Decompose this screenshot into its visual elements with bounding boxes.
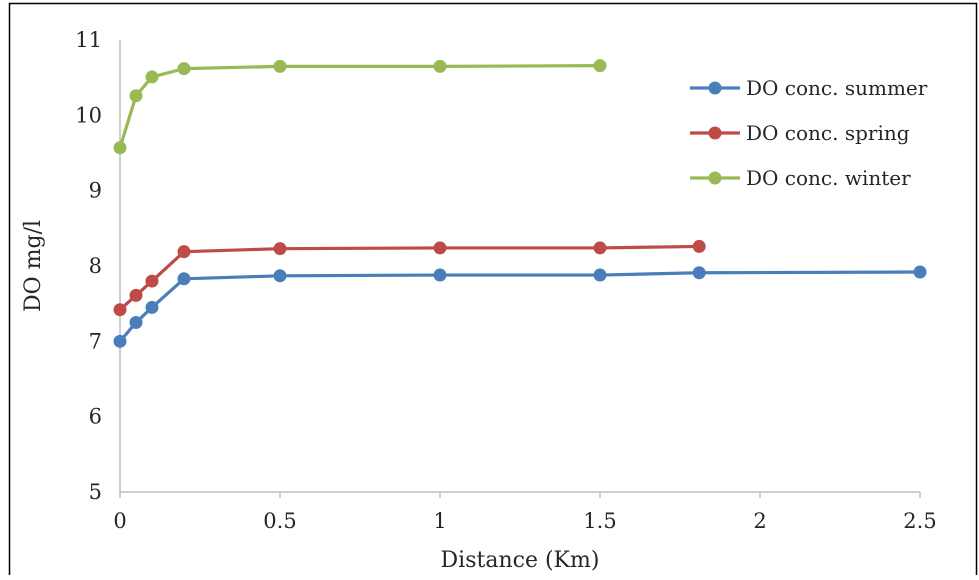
data-point bbox=[129, 288, 143, 302]
legend-item: DO conc. winter bbox=[690, 166, 911, 190]
data-point bbox=[273, 59, 287, 73]
data-point bbox=[113, 334, 127, 348]
series-layer bbox=[113, 59, 927, 348]
y-tick-label: 9 bbox=[89, 179, 102, 203]
series-group bbox=[113, 239, 706, 317]
data-point bbox=[433, 59, 447, 73]
data-point bbox=[433, 268, 447, 282]
data-point bbox=[593, 59, 607, 73]
y-axis-ticks: 5 6 7 8 9 10 11 bbox=[75, 28, 102, 504]
legend-label: DO conc. summer bbox=[746, 76, 928, 100]
legend-label: DO conc. winter bbox=[746, 166, 911, 190]
y-tick-label: 6 bbox=[89, 405, 102, 429]
legend-item: DO conc. spring bbox=[690, 121, 910, 145]
data-point bbox=[692, 266, 706, 280]
y-tick-label: 10 bbox=[75, 103, 102, 127]
data-point bbox=[913, 265, 927, 279]
data-point bbox=[129, 89, 143, 103]
data-point bbox=[593, 241, 607, 255]
data-point bbox=[177, 62, 191, 76]
series-group bbox=[113, 265, 927, 348]
x-axis-ticks: 0 0.5 1 1.5 2 2.5 bbox=[113, 492, 937, 533]
data-point bbox=[433, 241, 447, 255]
y-tick-label: 5 bbox=[89, 480, 102, 504]
x-tick-label: 0 bbox=[113, 509, 126, 533]
x-tick-label: 0.5 bbox=[263, 509, 296, 533]
x-tick-label: 1.5 bbox=[583, 509, 616, 533]
data-point bbox=[273, 269, 287, 283]
legend-marker bbox=[708, 126, 722, 140]
data-point bbox=[177, 272, 191, 286]
data-point bbox=[593, 268, 607, 282]
y-tick-label: 11 bbox=[75, 28, 102, 52]
y-tick-label: 8 bbox=[89, 254, 102, 278]
y-axis-title: DO mg/l bbox=[21, 220, 46, 312]
legend: DO conc. summer DO conc. spring DO conc. w… bbox=[690, 76, 928, 190]
x-tick-label: 2.5 bbox=[903, 509, 936, 533]
legend-marker bbox=[708, 171, 722, 185]
series-group bbox=[113, 59, 607, 155]
x-tick-label: 2 bbox=[753, 509, 766, 533]
data-point bbox=[273, 242, 287, 256]
x-axis-title: Distance (Km) bbox=[441, 548, 600, 573]
data-point bbox=[113, 303, 127, 317]
data-point bbox=[145, 70, 159, 84]
data-point bbox=[145, 274, 159, 288]
legend-item: DO conc. summer bbox=[690, 76, 928, 100]
data-point bbox=[692, 239, 706, 253]
data-point bbox=[129, 316, 143, 329]
legend-label: DO conc. spring bbox=[746, 121, 910, 145]
y-tick-label: 7 bbox=[89, 329, 102, 353]
data-point bbox=[113, 141, 127, 155]
x-tick-label: 1 bbox=[433, 509, 446, 533]
data-point bbox=[177, 245, 191, 259]
data-point bbox=[145, 300, 159, 314]
legend-marker bbox=[708, 81, 722, 95]
